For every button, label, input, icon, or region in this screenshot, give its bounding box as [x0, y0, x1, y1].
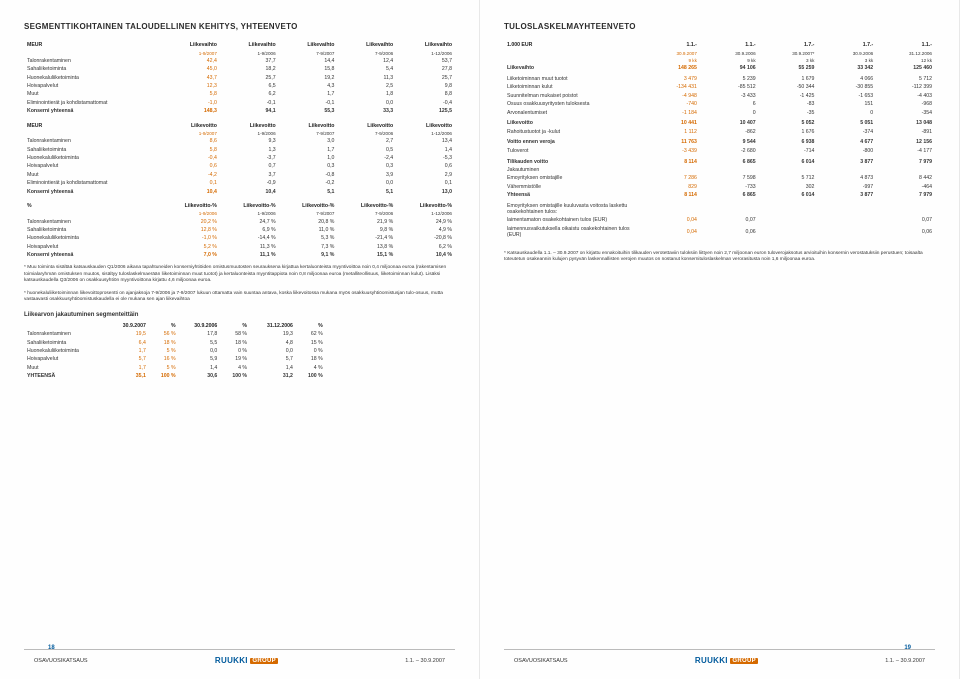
- table-liikevoitto-pct: %Liikevoitto-%Liikevoitto-%Liikevoitto-%…: [24, 202, 455, 260]
- brand-group-r: GROUP: [730, 658, 758, 664]
- page-number-left: 18: [48, 645, 55, 651]
- brand-group: GROUP: [250, 658, 278, 664]
- table-liikearvo: 30.9.2007%30.9.2006%31.12.2006%Talonrake…: [24, 322, 326, 381]
- note-2: * huonekaluliiketoiminnan liikevoittopro…: [24, 291, 455, 304]
- page-right: TULOSLASKELMAYHTEENVETO 1.000 EUR1.1.-1.…: [480, 0, 960, 679]
- note-1: * Muu toiminta sisältää katsauskauden Q1…: [24, 265, 455, 284]
- footer-right: OSAVUOSIKATSAUS RUUKKI GROUP 1.1. – 30.9…: [504, 649, 935, 665]
- table-liikevaihto: MEURLiikevaihtoLiikevaihtoLiikevaihtoLii…: [24, 41, 455, 115]
- footer-date-left: 1.1. – 30.9.2007: [405, 658, 445, 664]
- brand-logo-r: RUUKKI GROUP: [695, 656, 758, 665]
- page-left: SEGMENTTIKOHTAINEN TALOUDELLINEN KEHITYS…: [0, 0, 480, 679]
- note-right: * Katsauskaudella 1.1. – 30.9.2007 on ki…: [504, 251, 935, 264]
- page-number-right: 19: [904, 645, 911, 651]
- right-title: TULOSLASKELMAYHTEENVETO: [504, 22, 935, 31]
- left-title: SEGMENTTIKOHTAINEN TALOUDELLINEN KEHITYS…: [24, 22, 455, 31]
- table-liikevoitto: MEURLiikevoittoLiikevoittoLiikevoittoLii…: [24, 121, 455, 195]
- footer-label-right: OSAVUOSIKATSAUS: [514, 658, 568, 664]
- seg-title: Liikearvon jakautuminen segmenteittäin: [24, 312, 455, 318]
- footer-date-right: 1.1. – 30.9.2007: [885, 658, 925, 664]
- table-tuloslaskelma: 1.000 EUR1.1.-1.1.-1.7.-1.7.-1.1.-30.9.2…: [504, 41, 935, 239]
- brand-text-r: RUUKKI: [695, 656, 728, 665]
- footer-label-left: OSAVUOSIKATSAUS: [34, 658, 88, 664]
- brand-logo: RUUKKI GROUP: [215, 656, 278, 665]
- footer-left: 18 OSAVUOSIKATSAUS RUUKKI GROUP 1.1. – 3…: [24, 649, 455, 665]
- brand-text: RUUKKI: [215, 656, 248, 665]
